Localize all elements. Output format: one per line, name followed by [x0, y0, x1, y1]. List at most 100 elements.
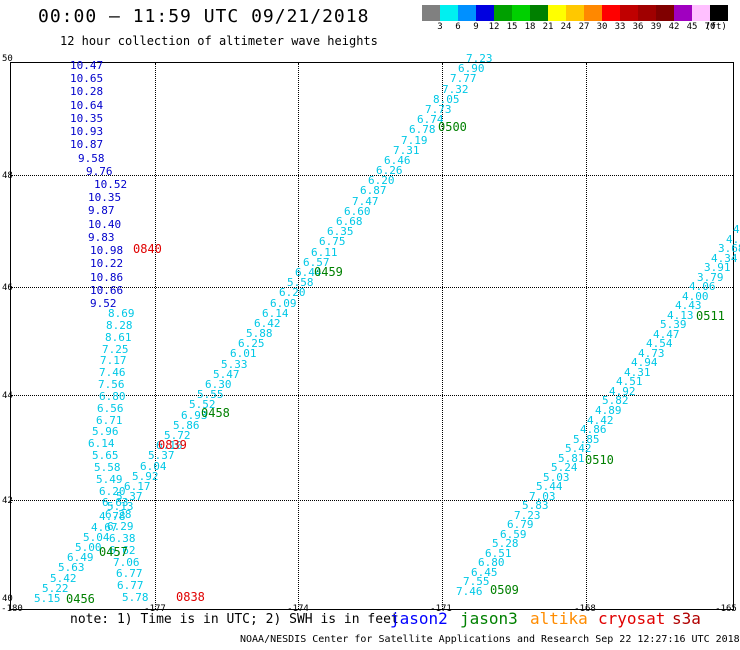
- wave-height-value: 6.42: [254, 317, 281, 330]
- wave-height-value: 3.79: [697, 271, 724, 284]
- meridian-gridline: [155, 63, 156, 609]
- wave-height-value: 7.56: [98, 378, 125, 391]
- wave-height-value: 5.24: [551, 461, 578, 474]
- wave-height-value: 6.59: [500, 528, 527, 541]
- wave-height-value: 4.51: [616, 375, 643, 388]
- legend-label: 30: [596, 22, 608, 32]
- wave-height-value: 6.80: [478, 556, 505, 569]
- wave-height-value: 6.29: [107, 520, 134, 533]
- wave-height-value: 10.65: [70, 72, 104, 85]
- wave-height-value: 6.44: [295, 266, 322, 279]
- wave-height-value: 6.01: [230, 347, 257, 360]
- wave-height-value: 4.47: [653, 328, 680, 341]
- legend-label: 15: [506, 22, 518, 32]
- wave-height-value: 4.00: [682, 290, 709, 303]
- color-scale-legend: [422, 5, 728, 21]
- overpass-time-label: 0838: [176, 590, 205, 604]
- wave-height-value: 6.20: [368, 174, 395, 187]
- overpass-time-label: 0457: [99, 545, 128, 559]
- wave-height-value: 7.03: [529, 490, 556, 503]
- wave-height-value: 4.1: [733, 223, 740, 236]
- longitude-label: -168: [574, 604, 596, 614]
- wave-height-value: 10.86: [90, 271, 124, 284]
- wave-height-value: 4.92: [609, 385, 636, 398]
- wave-height-value: 6.25: [238, 337, 265, 350]
- latitude-label: 48: [2, 171, 13, 181]
- legend-label: 18: [524, 22, 536, 32]
- wave-height-value: 5.15: [34, 592, 61, 605]
- overpass-time-label: 0509: [490, 583, 519, 597]
- wave-height-value: 4.86: [580, 423, 607, 436]
- wave-height-value: 4.54: [646, 337, 673, 350]
- wave-height-value: 5.39: [660, 318, 687, 331]
- wave-height-value: 6.77: [116, 567, 143, 580]
- wave-height-value: 5.88: [246, 327, 273, 340]
- wave-height-value: 6.26: [376, 164, 403, 177]
- wave-height-value: 4.42: [587, 414, 614, 427]
- wave-height-value: 9.76: [86, 165, 113, 178]
- wave-height-value: 5.92: [132, 470, 159, 483]
- wave-height-value: 5.22: [42, 582, 69, 595]
- wave-height-value: 10.35: [88, 191, 122, 204]
- overpass-time-label: 0459: [314, 265, 343, 279]
- satellite-altika-label: altika: [530, 609, 588, 628]
- wave-height-value: 4.94: [631, 356, 658, 369]
- wave-height-value: 5.13: [107, 500, 134, 513]
- wave-height-value: 5.00: [75, 541, 102, 554]
- parallel-gridline: [11, 395, 733, 396]
- wave-height-value: 6.79: [507, 518, 534, 531]
- wave-height-value: 5.52: [189, 398, 216, 411]
- legend-label: 21: [542, 22, 554, 32]
- legend-swatch: [710, 5, 728, 21]
- wave-height-value: 7.31: [393, 144, 420, 157]
- wave-height-value: 6.63: [102, 496, 129, 509]
- wave-height-value: 5.82: [602, 394, 629, 407]
- parallel-gridline: [11, 500, 733, 501]
- wave-height-value: 6.20: [279, 286, 306, 299]
- legend-swatch: [656, 5, 674, 21]
- legend-swatch: [530, 5, 548, 21]
- parallel-gridline: [11, 175, 733, 176]
- legend-swatch: [512, 5, 530, 21]
- wave-height-value: 10.64: [70, 99, 104, 112]
- legend-label: 70: [704, 22, 716, 32]
- wave-height-value: 5.86: [173, 419, 200, 432]
- legend-label: 9: [473, 22, 479, 32]
- legend-label: 42: [668, 22, 680, 32]
- wave-height-value: 6.46: [384, 154, 411, 167]
- latitude-label: 50: [2, 54, 13, 64]
- wave-height-value: 6.38: [109, 532, 136, 545]
- wave-height-value: 9.87: [88, 204, 115, 217]
- legend-swatch: [458, 5, 476, 21]
- latitude-label: 44: [2, 391, 13, 401]
- legend-label: 3: [437, 22, 443, 32]
- legend-label: (ft): [705, 22, 727, 32]
- legend-swatch: [620, 5, 638, 21]
- satellite-cryosat-label: cryosat: [598, 609, 666, 628]
- wave-height-value: 6.49: [67, 551, 94, 564]
- latitude-label: 42: [2, 496, 13, 506]
- wave-height-value: 6.04: [140, 460, 167, 473]
- wave-height-value: 6.90: [458, 62, 485, 75]
- wave-height-value: 6.57: [303, 256, 330, 269]
- legend-swatch: [674, 5, 692, 21]
- wave-height-value: 5.42: [50, 572, 77, 585]
- wave-height-value: 6.45: [471, 566, 498, 579]
- footer-credit: NOAA/NESDIS Center for Satellite Applica…: [240, 634, 740, 645]
- legend-swatch: [494, 5, 512, 21]
- meridian-gridline: [586, 63, 587, 609]
- latitude-label: 40: [2, 594, 13, 604]
- wave-height-value: 5.81: [558, 452, 585, 465]
- wave-height-value: 10.28: [70, 85, 104, 98]
- wave-height-value: 4.73: [638, 347, 665, 360]
- wave-height-value: 3.91: [704, 261, 731, 274]
- wave-height-value: 5.65: [92, 449, 119, 462]
- longitude-label: -180: [1, 604, 23, 614]
- wave-height-value: 6.28: [105, 508, 132, 521]
- wave-height-value: 9.83: [88, 231, 115, 244]
- wave-height-value: 6.17: [124, 480, 151, 493]
- wave-height-value: 7.23: [514, 509, 541, 522]
- wave-height-value: 5.44: [536, 480, 563, 493]
- satellite-s3a-label: s3a: [672, 609, 701, 628]
- satellite-jason2-label: jason2: [390, 609, 448, 628]
